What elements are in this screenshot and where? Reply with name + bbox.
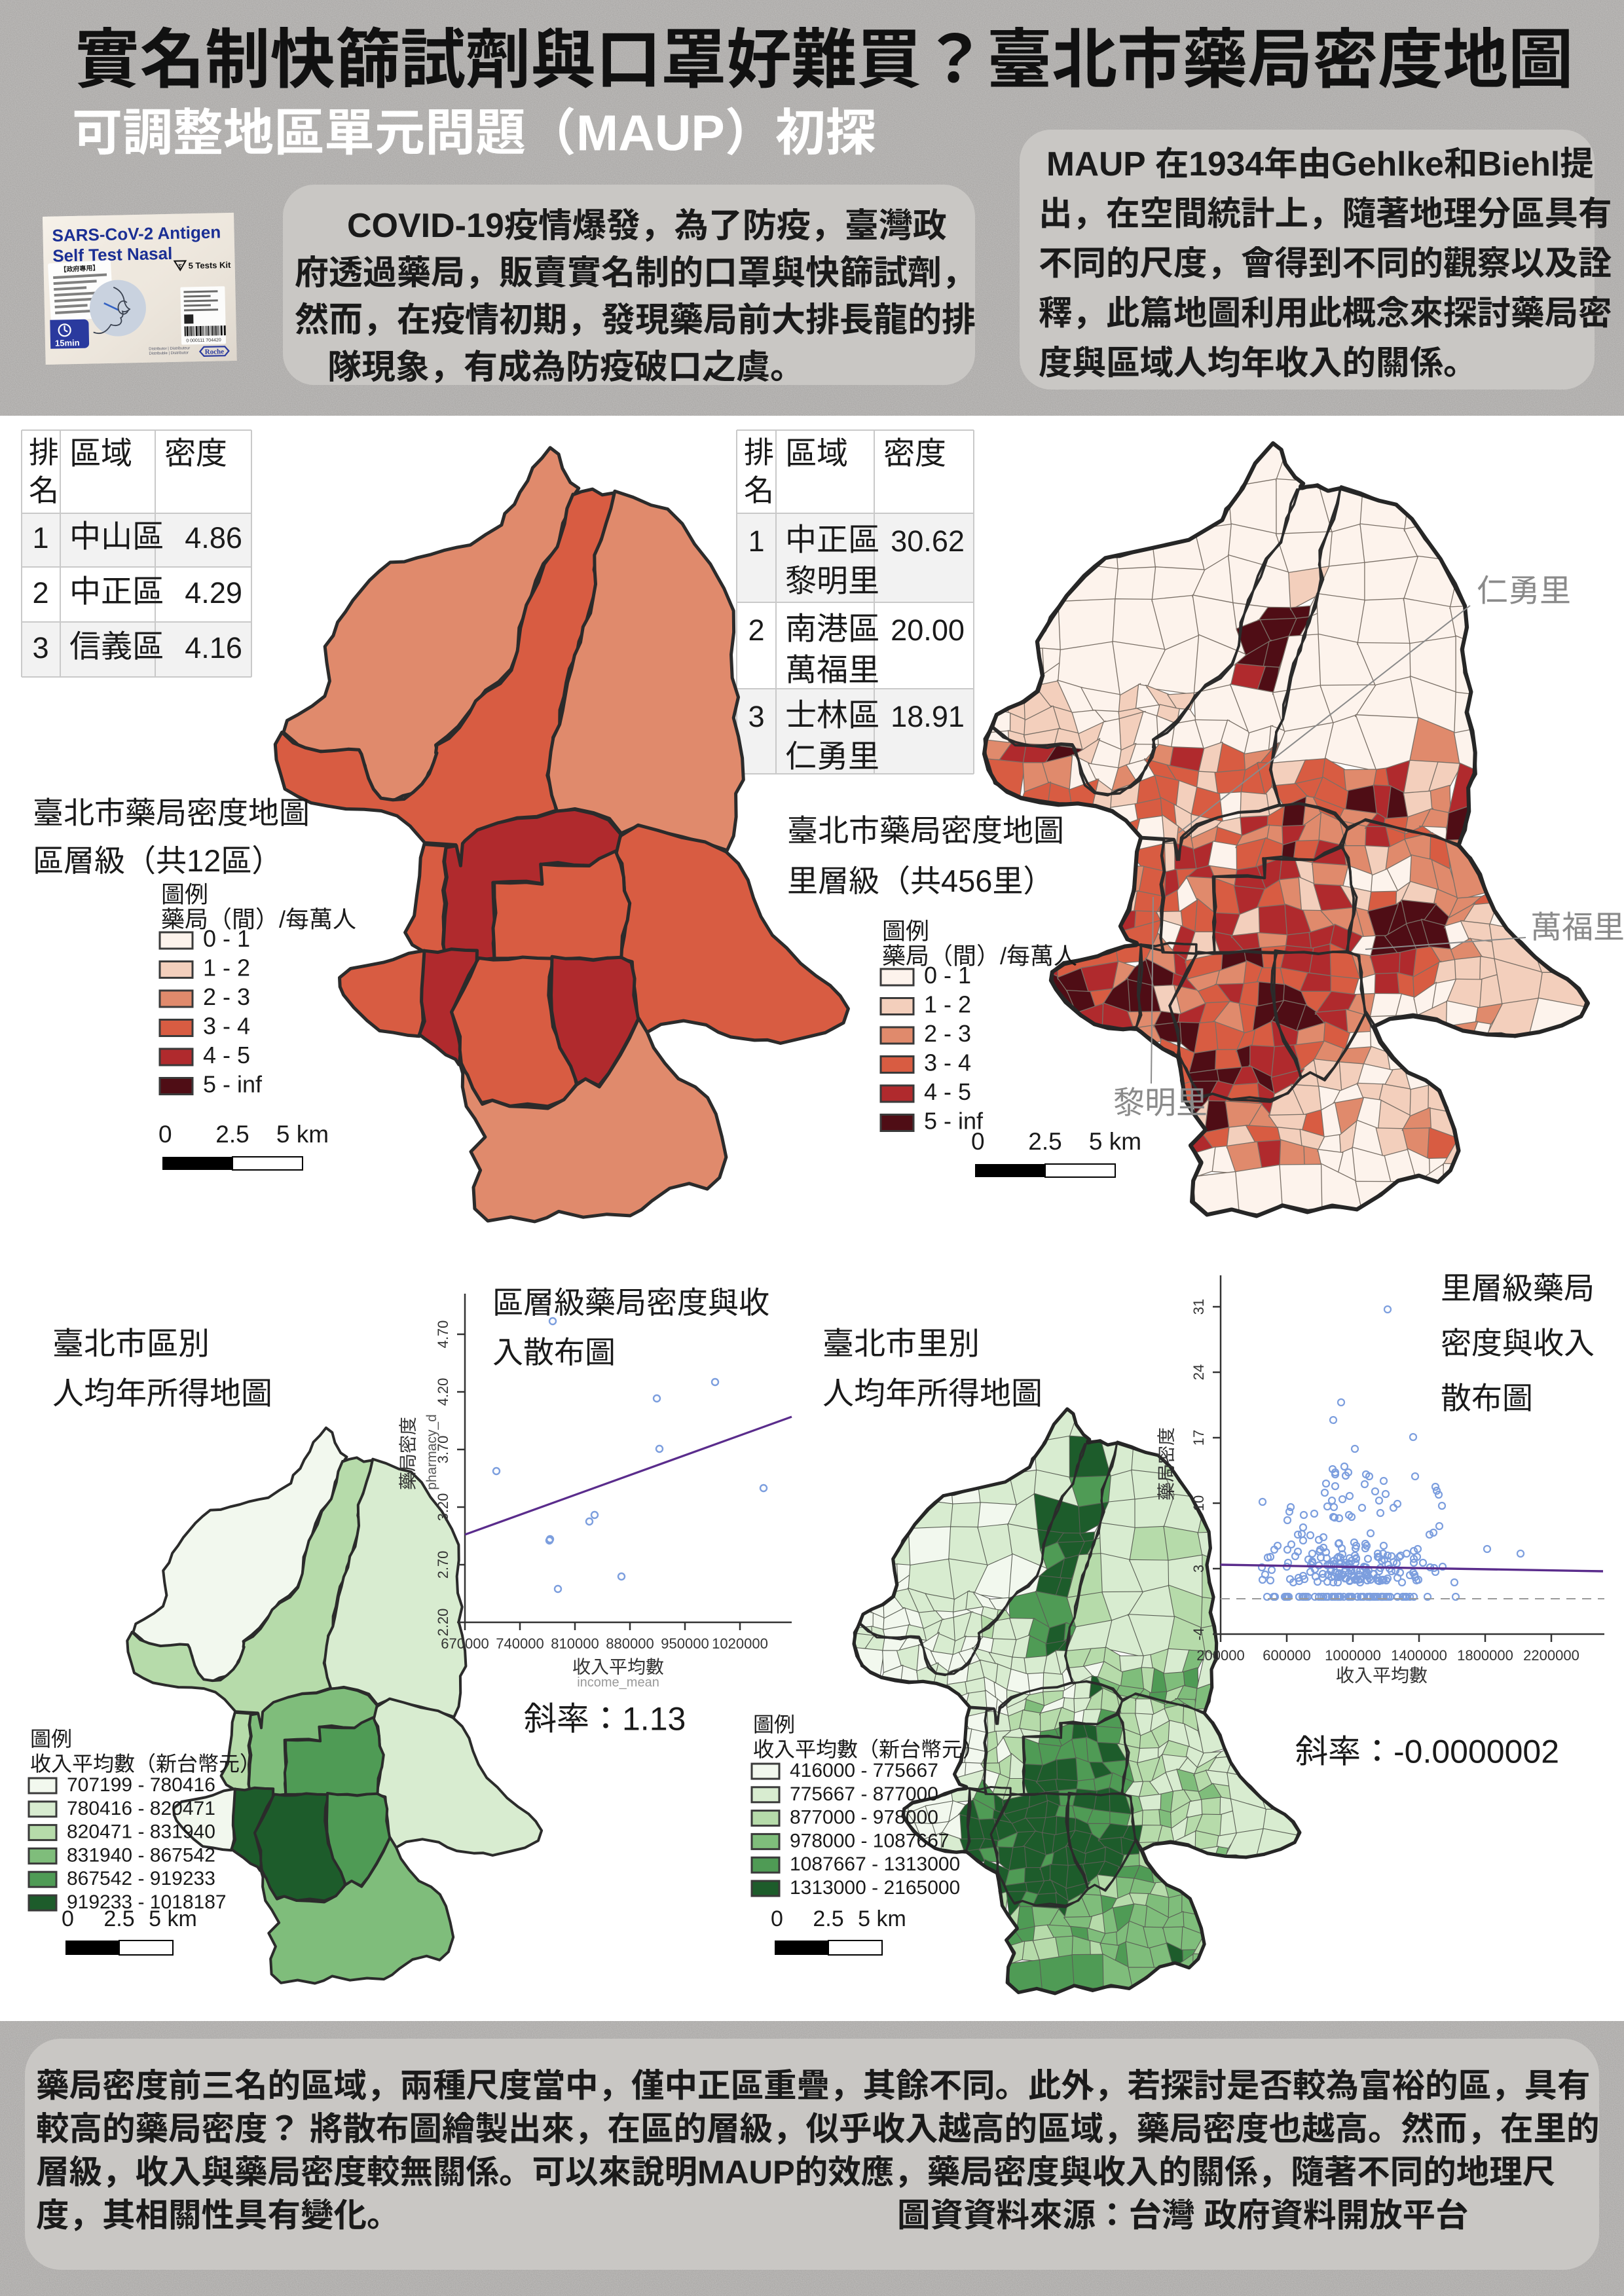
svg-text:456: 456 — [941, 864, 992, 898]
svg-text:MAUP: MAUP — [697, 2153, 795, 2191]
svg-text:20.00: 20.00 — [891, 613, 965, 647]
svg-text:3 - 4: 3 - 4 — [924, 1049, 971, 1076]
svg-text:1400000: 1400000 — [1391, 1647, 1447, 1664]
svg-text:30.62: 30.62 — [891, 524, 965, 558]
svg-text:5 km: 5 km — [149, 1906, 197, 1931]
svg-text:1.13: 1.13 — [622, 1701, 686, 1738]
svg-text:4 - 5: 4 - 5 — [203, 1042, 250, 1068]
svg-text:5 - inf: 5 - inf — [924, 1108, 984, 1135]
svg-text:【政府專用】: 【政府專用】 — [60, 263, 100, 274]
svg-text:12: 12 — [187, 843, 221, 878]
svg-text:MAUP: MAUP — [1046, 145, 1154, 183]
svg-text:5 - inf: 5 - inf — [203, 1071, 263, 1098]
svg-text:877000 - 978000: 877000 - 978000 — [790, 1807, 938, 1829]
svg-text:0 - 1: 0 - 1 — [203, 925, 250, 952]
svg-text:200000: 200000 — [1196, 1647, 1244, 1664]
svg-text:10: 10 — [1190, 1495, 1207, 1511]
svg-text:Gehlke: Gehlke — [1331, 145, 1444, 183]
svg-text:0: 0 — [62, 1906, 74, 1931]
svg-text:/: / — [279, 906, 286, 933]
svg-text:780416 - 820471: 780416 - 820471 — [67, 1798, 215, 1819]
svg-text:0: 0 — [158, 1121, 172, 1148]
svg-text:1000000: 1000000 — [1325, 1647, 1381, 1664]
svg-text:17: 17 — [1190, 1430, 1207, 1446]
svg-text:2: 2 — [32, 576, 48, 610]
svg-text:4 - 5: 4 - 5 — [924, 1078, 971, 1105]
svg-text:707199 - 780416: 707199 - 780416 — [67, 1774, 215, 1796]
svg-text:5 Tests Kit: 5 Tests Kit — [188, 260, 231, 270]
svg-text:24: 24 — [1190, 1364, 1207, 1380]
svg-text:919233 - 1018187: 919233 - 1018187 — [67, 1891, 227, 1913]
svg-text:1 - 2: 1 - 2 — [924, 991, 971, 1018]
svg-text:740000: 740000 — [496, 1635, 544, 1652]
svg-text:3: 3 — [1190, 1565, 1207, 1573]
svg-text:SARS-CoV-2 Antigen: SARS-CoV-2 Antigen — [52, 222, 221, 245]
svg-text:2 - 3: 2 - 3 — [203, 983, 250, 1010]
svg-text:950000: 950000 — [661, 1635, 709, 1652]
svg-text:1: 1 — [748, 524, 764, 558]
svg-text:Distributor | Distributeur: Distributor | Distributeur — [149, 346, 190, 351]
svg-text:1934: 1934 — [1189, 145, 1264, 183]
svg-text:416000 - 775667: 416000 - 775667 — [790, 1760, 938, 1781]
svg-text:Distribuble | Distributor: Distribuble | Distributor — [149, 351, 189, 355]
svg-text:income_mean: income_mean — [577, 1675, 659, 1690]
svg-text:1313000 - 2165000: 1313000 - 2165000 — [790, 1877, 960, 1899]
svg-text:600000: 600000 — [1263, 1647, 1310, 1664]
svg-text:2.5: 2.5 — [1028, 1128, 1061, 1155]
svg-text:3.20: 3.20 — [435, 1493, 451, 1522]
svg-text:775667 - 877000: 775667 - 877000 — [790, 1783, 938, 1805]
svg-text:4.86: 4.86 — [185, 521, 242, 555]
svg-text:2.5: 2.5 — [103, 1906, 134, 1931]
svg-text:2.70: 2.70 — [435, 1551, 451, 1579]
svg-text:COVID-19: COVID-19 — [347, 207, 504, 245]
svg-text:/: / — [1000, 943, 1006, 970]
svg-text:MAUP: MAUP — [576, 105, 725, 161]
svg-text:4.70: 4.70 — [435, 1321, 451, 1349]
svg-text:670000: 670000 — [441, 1635, 489, 1652]
svg-text:880000: 880000 — [606, 1635, 654, 1652]
svg-text:Σ: Σ — [178, 264, 182, 271]
svg-text:2.5: 2.5 — [813, 1906, 843, 1931]
svg-text:831940 - 867542: 831940 - 867542 — [67, 1844, 215, 1866]
svg-text:867542 - 919233: 867542 - 919233 — [67, 1868, 215, 1889]
svg-text:820471 - 831940: 820471 - 831940 — [67, 1821, 215, 1843]
svg-text:Biehl: Biehl — [1477, 145, 1560, 183]
svg-text:1020000: 1020000 — [712, 1635, 768, 1652]
svg-text:3: 3 — [748, 700, 764, 733]
svg-text:4.20: 4.20 — [435, 1378, 451, 1406]
svg-text:2 - 3: 2 - 3 — [924, 1020, 971, 1047]
svg-text:15min: 15min — [55, 338, 80, 348]
svg-text:Roche: Roche — [205, 348, 225, 356]
svg-text:1087667 - 1313000: 1087667 - 1313000 — [790, 1853, 960, 1875]
svg-text:18.91: 18.91 — [891, 700, 965, 733]
svg-text:31: 31 — [1190, 1299, 1207, 1315]
svg-text:-4: -4 — [1190, 1628, 1207, 1641]
svg-text:-0.0000002: -0.0000002 — [1393, 1734, 1559, 1770]
svg-text:0 000111 704420: 0 000111 704420 — [186, 338, 221, 343]
svg-text:3.70: 3.70 — [435, 1436, 451, 1464]
svg-text:0: 0 — [971, 1128, 985, 1155]
svg-text:1800000: 1800000 — [1457, 1647, 1513, 1664]
svg-text:2200000: 2200000 — [1523, 1647, 1579, 1664]
svg-text:Self Test Nasal: Self Test Nasal — [52, 244, 173, 266]
svg-text:1 - 2: 1 - 2 — [203, 955, 250, 981]
svg-text:1: 1 — [32, 521, 48, 555]
svg-text:978000 - 1087667: 978000 - 1087667 — [790, 1830, 950, 1851]
svg-text:2: 2 — [748, 613, 764, 647]
svg-text:2.20: 2.20 — [435, 1609, 451, 1637]
svg-text:4.29: 4.29 — [185, 576, 242, 610]
svg-text:5 km: 5 km — [858, 1906, 906, 1931]
svg-text:3: 3 — [32, 631, 48, 665]
svg-text:3 - 4: 3 - 4 — [203, 1013, 250, 1040]
svg-text:pharmacy_d: pharmacy_d — [424, 1414, 439, 1490]
svg-text:2.5: 2.5 — [215, 1121, 249, 1148]
svg-text:0: 0 — [771, 1906, 783, 1931]
svg-text:0 - 1: 0 - 1 — [924, 962, 971, 989]
svg-text:810000: 810000 — [551, 1635, 599, 1652]
svg-text:5 km: 5 km — [1089, 1128, 1141, 1155]
svg-text:4.16: 4.16 — [185, 631, 242, 665]
svg-text:5 km: 5 km — [276, 1121, 329, 1148]
